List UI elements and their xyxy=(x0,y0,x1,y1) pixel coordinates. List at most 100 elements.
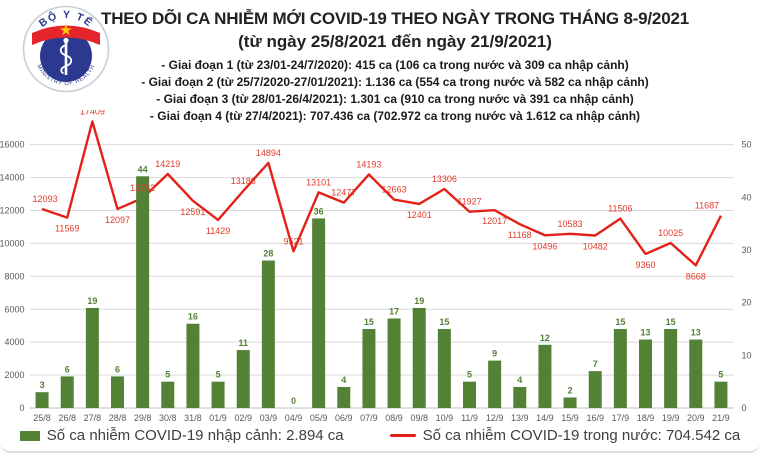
import-bar-label: 15 xyxy=(364,317,374,327)
import-bar xyxy=(261,260,275,408)
y-axis-tick-label-left: 16000 xyxy=(0,140,25,150)
import-bar xyxy=(488,360,502,408)
domestic-line xyxy=(41,120,722,267)
legend-item-domestic: Số ca nhiễm COVID-19 trong nước: 704.542… xyxy=(389,427,740,444)
import-bar xyxy=(463,381,476,408)
domestic-value-label: 12591 xyxy=(180,207,205,217)
x-axis-label: 26/8 xyxy=(58,413,76,423)
import-bar-label: 6 xyxy=(65,364,70,374)
x-axis-label: 07/9 xyxy=(360,413,378,423)
import-bar xyxy=(613,329,627,408)
import-bar xyxy=(639,339,652,408)
phase-3-line: - Giai đoạn 3 (từ 28/01-26/4/2021): 1.30… xyxy=(156,92,634,106)
y-axis-tick-label-right: 0 xyxy=(742,403,747,413)
domestic-value-label: 14193 xyxy=(356,159,381,169)
import-bar xyxy=(563,397,577,408)
import-bar xyxy=(161,381,175,408)
import-bar-label: 11 xyxy=(238,338,248,348)
x-axis-label: 16/9 xyxy=(586,413,604,423)
x-axis-label: 15/9 xyxy=(561,413,579,423)
logo-red-band xyxy=(32,25,100,45)
domestic-value-label: 12017 xyxy=(482,216,507,226)
y-axis-tick-label-left: 8000 xyxy=(4,271,24,281)
import-bar xyxy=(337,386,351,408)
y-axis-tick-label-left: 6000 xyxy=(4,304,24,314)
y-axis-tick-label-left: 14000 xyxy=(0,173,25,183)
chart-area: 0 2000 4000 6000 8000 10000 12000 14000 16000 0 10… xyxy=(0,106,760,430)
import-bar-label: 2 xyxy=(568,385,573,395)
ministry-of-health-logo: ★ BỘ Y TẾ MINISTRY OF HEALTH xyxy=(22,5,110,93)
domestic-value-label: 9360 xyxy=(635,260,655,270)
domestic-value-label: 10583 xyxy=(558,219,583,229)
import-bar xyxy=(437,329,451,408)
y-axis-tick-label-right: 40 xyxy=(742,192,752,202)
import-bar-label: 28 xyxy=(263,249,273,259)
y-axis-tick-label-left: 2000 xyxy=(4,370,24,380)
y-axis-tick-label-left: 10000 xyxy=(0,238,25,248)
y-axis-tick-label-right: 30 xyxy=(742,245,752,255)
x-axis-label: 27/8 xyxy=(84,413,102,423)
domestic-value-label: 12477 xyxy=(331,188,356,198)
domestic-value-label: 11687 xyxy=(695,201,719,211)
x-axis-label: 20/9 xyxy=(687,413,705,423)
import-bar-label: 3 xyxy=(40,380,45,390)
legend-item-imported: Số ca nhiễm COVID-19 nhập cảnh: 2.894 ca xyxy=(19,427,344,444)
domestic-value-label: 14219 xyxy=(155,159,180,169)
phase-4-line: - Giai đoạn 4 (từ 27/4/2021): 707.436 ca… xyxy=(149,109,641,123)
x-axis-label: 30/8 xyxy=(159,413,177,423)
domestic-value-label: 13186 xyxy=(231,176,256,186)
import-bar-label: 6 xyxy=(115,364,120,374)
y-axis-tick-label-right: 10 xyxy=(742,350,752,360)
domestic-value-label: 17409 xyxy=(80,110,105,116)
import-bar-label: 16 xyxy=(188,312,198,322)
import-bar-label: 9 xyxy=(492,349,497,359)
x-axis-label: 18/9 xyxy=(637,413,655,423)
domestic-value-label: 11569 xyxy=(55,224,79,234)
x-axis-label: 06/9 xyxy=(335,413,353,423)
import-bar xyxy=(136,176,150,408)
domestic-value-label: 11429 xyxy=(206,226,230,236)
import-bar-label: 5 xyxy=(718,370,723,380)
import-bar xyxy=(211,381,225,408)
import-bar-label: 13 xyxy=(640,328,650,338)
import-bar-label: 15 xyxy=(615,317,625,327)
y-axis-tick-label-left: 0 xyxy=(19,403,24,413)
x-axis-label: 04/9 xyxy=(285,413,303,423)
phase-summary: - Giai đoạn 1 (từ 23/01-24/7/2020): 415 … xyxy=(40,57,750,125)
x-axis-label: 14/9 xyxy=(536,413,554,423)
x-axis-label: 11/9 xyxy=(461,413,478,423)
import-bar xyxy=(236,350,250,408)
y-axis-tick-label-left: 12000 xyxy=(0,206,25,216)
import-bar-label: 19 xyxy=(414,296,424,306)
import-bar-label: 7 xyxy=(593,359,598,369)
domestic-value-label: 13306 xyxy=(432,174,457,184)
domestic-value-label: 9521 xyxy=(283,236,303,246)
x-axis-label: 03/9 xyxy=(260,413,278,423)
import-bar-label: 15 xyxy=(439,317,449,327)
import-bar xyxy=(664,329,678,408)
import-bar xyxy=(412,307,426,408)
x-axis-label: 02/9 xyxy=(234,413,252,423)
import-bar xyxy=(35,392,49,408)
import-bar-label: 0 xyxy=(291,396,296,406)
x-axis-label: 09/8 xyxy=(410,413,428,423)
legend: Số ca nhiễm COVID-19 nhập cảnh: 2.894 ca… xyxy=(0,427,760,444)
header: THEO DÕI CA NHIỄM MỚI COVID-19 THEO NGÀY… xyxy=(40,9,750,125)
import-bar-label: 19 xyxy=(87,296,97,306)
domestic-value-label: 10496 xyxy=(532,241,557,251)
chart-subtitle: (từ ngày 25/8/2021 đến ngày 21/9/2021) xyxy=(238,32,552,51)
domestic-value-label: 12663 xyxy=(382,185,407,195)
legend-imported-label: Số ca nhiễm COVID-19 nhập cảnh: 2.894 ca xyxy=(46,427,344,444)
domestic-value-label: 10482 xyxy=(583,241,608,251)
y-axis-tick-label-right: 50 xyxy=(742,140,752,150)
x-axis-label: 31/8 xyxy=(184,413,202,423)
x-axis-label: 25/8 xyxy=(33,413,51,423)
x-axis-label: 21/9 xyxy=(712,413,730,423)
import-bar xyxy=(588,371,602,408)
x-axis-label: 17/9 xyxy=(612,413,630,423)
import-bar-label: 5 xyxy=(216,370,221,380)
import-bar-label: 5 xyxy=(165,370,170,380)
import-bar xyxy=(714,381,728,408)
import-bar xyxy=(538,344,552,408)
